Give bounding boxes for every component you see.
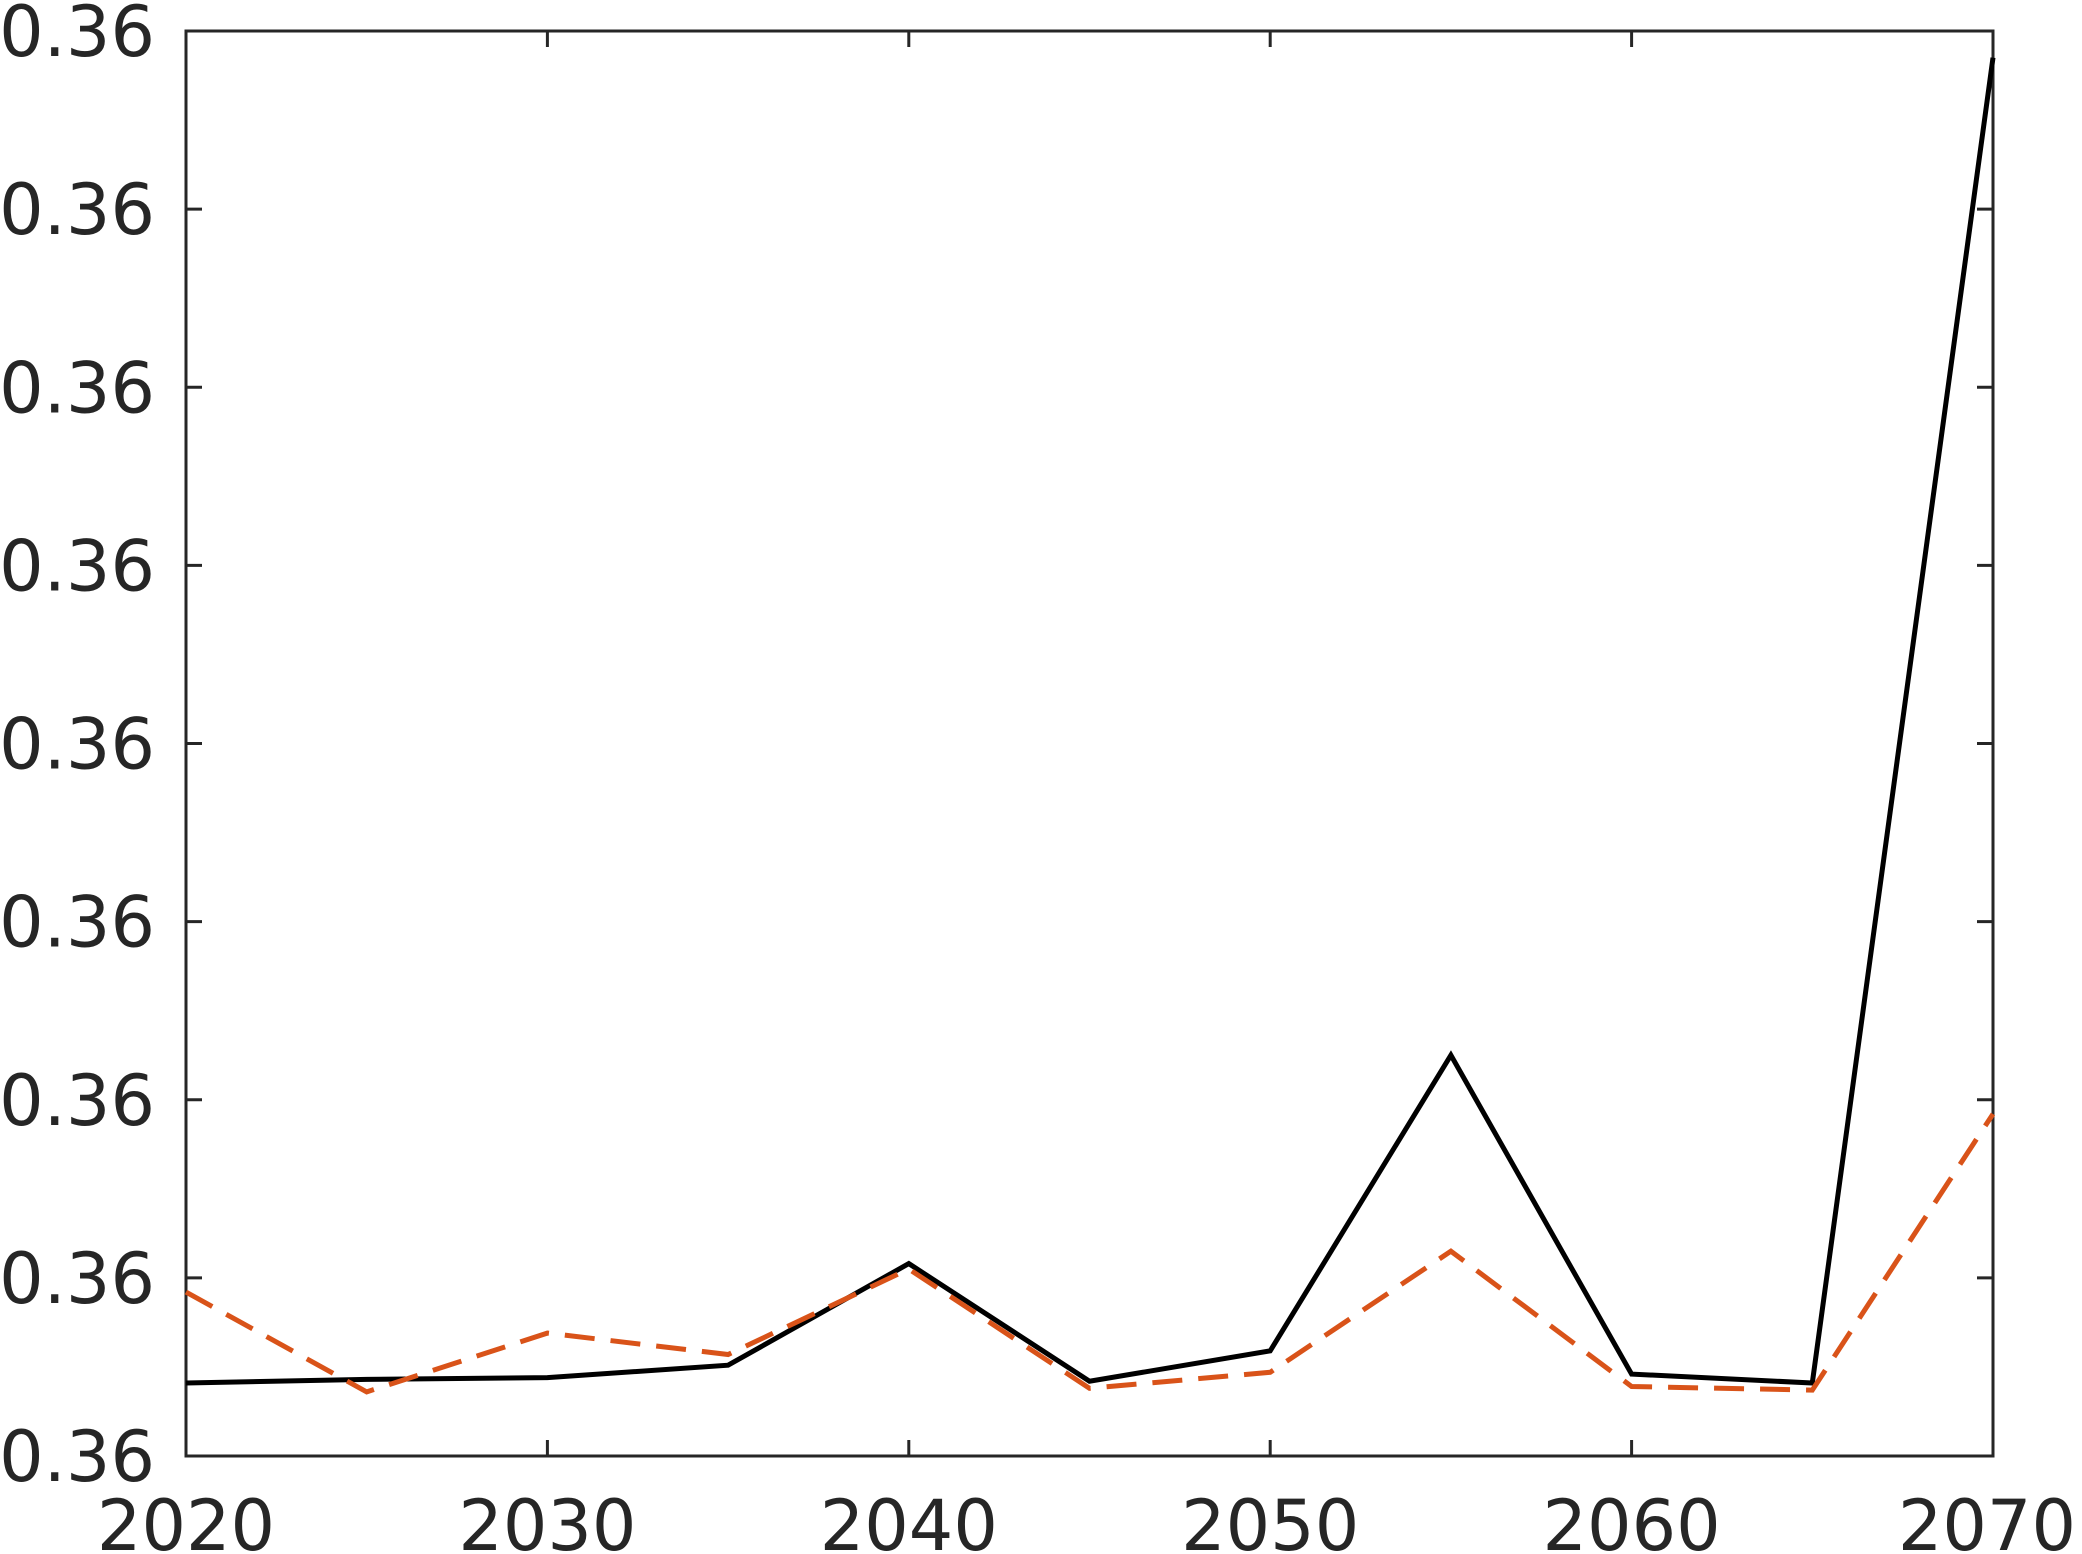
y-tick-label: 0.36 (0, 1238, 155, 1320)
x-tick-label: 2040 (820, 1485, 998, 1554)
axis-ticks (184, 29, 1995, 1458)
x-tick-labels: 2020 2030 2040 2050 2060 2070 (97, 1485, 2076, 1554)
y-tick-label: 0.36 (0, 0, 155, 73)
y-tick-label: 0.36 (0, 347, 155, 429)
y-tick-label: 0.36 (0, 169, 155, 251)
y-tick-label: 0.36 (0, 704, 155, 786)
x-tick-label: 2020 (97, 1485, 275, 1554)
plot-frame (184, 29, 1995, 1458)
x-tick-label: 2070 (1898, 1485, 2076, 1554)
x-tick-label: 2030 (458, 1485, 636, 1554)
x-tick-label: 2050 (1181, 1485, 1359, 1554)
y-tick-label: 0.36 (0, 525, 155, 607)
y-tick-labels: 0.36 0.36 0.36 0.36 0.36 0.36 0.36 0.36 0.36 (0, 0, 155, 1498)
y-tick-label: 0.36 (0, 1416, 155, 1498)
solid-series-line (185, 57, 1996, 1386)
y-tick-label: 0.36 (0, 1060, 155, 1142)
series-lines (184, 57, 1996, 1395)
x-tick-label: 2060 (1543, 1485, 1721, 1554)
y-tick-label: 0.36 (0, 882, 155, 964)
dashed-series-line (184, 1112, 1996, 1395)
